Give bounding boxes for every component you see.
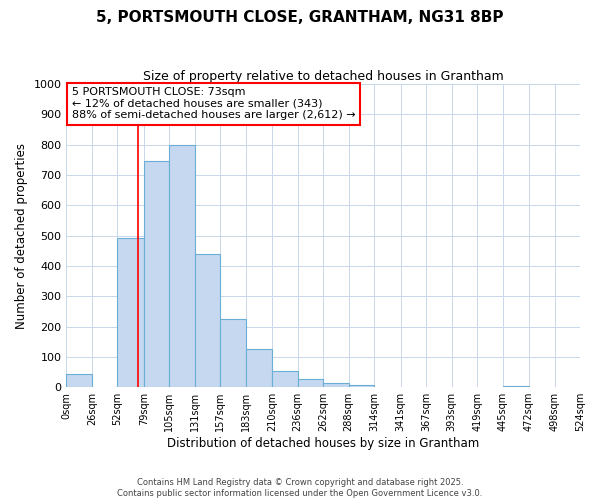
Bar bbox=[272, 372, 298, 387]
Bar bbox=[323, 382, 349, 387]
Bar bbox=[67, 374, 92, 387]
Text: 5, PORTSMOUTH CLOSE, GRANTHAM, NG31 8BP: 5, PORTSMOUTH CLOSE, GRANTHAM, NG31 8BP bbox=[96, 10, 504, 25]
Title: Size of property relative to detached houses in Grantham: Size of property relative to detached ho… bbox=[143, 70, 503, 83]
Bar bbox=[298, 378, 323, 387]
Bar bbox=[220, 319, 246, 387]
Bar bbox=[144, 160, 169, 387]
Y-axis label: Number of detached properties: Number of detached properties bbox=[15, 142, 28, 328]
Bar bbox=[246, 350, 272, 387]
Bar bbox=[349, 385, 374, 387]
Bar bbox=[195, 254, 220, 387]
Text: Contains HM Land Registry data © Crown copyright and database right 2025.
Contai: Contains HM Land Registry data © Crown c… bbox=[118, 478, 482, 498]
Bar bbox=[118, 238, 144, 387]
Bar bbox=[503, 386, 529, 387]
X-axis label: Distribution of detached houses by size in Grantham: Distribution of detached houses by size … bbox=[167, 437, 479, 450]
Bar bbox=[169, 145, 195, 387]
Text: 5 PORTSMOUTH CLOSE: 73sqm
← 12% of detached houses are smaller (343)
88% of semi: 5 PORTSMOUTH CLOSE: 73sqm ← 12% of detac… bbox=[71, 87, 355, 120]
